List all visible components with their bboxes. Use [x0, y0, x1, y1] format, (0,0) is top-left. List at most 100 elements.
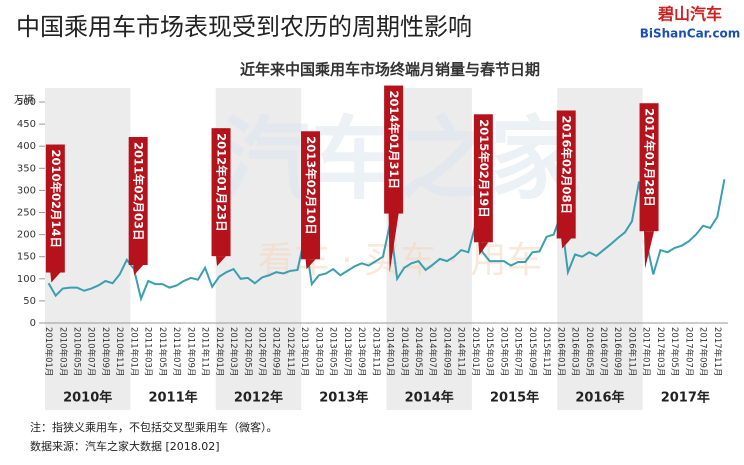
x-tick-label: 2014年05月: [413, 327, 424, 376]
x-tick-label: 2013年09月: [356, 327, 367, 376]
x-tick-label: 2014年03月: [399, 327, 410, 376]
flag-pointer: [388, 213, 399, 273]
flag-pointer: [305, 259, 316, 270]
year-label: 2013年: [319, 390, 368, 406]
flag: [45, 144, 65, 273]
y-tick-label: 200: [17, 230, 36, 241]
x-tick-label: 2015年05月: [498, 327, 509, 376]
logo-url: BiShanCar.com: [640, 27, 741, 41]
x-tick-label: 2013年05月: [328, 327, 339, 376]
year-label: 2016年: [575, 390, 624, 406]
x-tick-label: 2014年09月: [441, 327, 452, 376]
x-tick-label: 2012年11月: [285, 327, 296, 376]
flag: [639, 103, 659, 232]
year-label: 2010年: [63, 390, 112, 406]
flag-pointer: [644, 231, 655, 269]
x-tick-label: 2011年03月: [143, 327, 154, 376]
x-tick-label: 2013年01月: [299, 327, 310, 376]
x-tick-label: 2012年03月: [228, 327, 239, 376]
year-label: 2017年: [661, 390, 710, 406]
y-tick-label: 500: [17, 97, 36, 108]
x-tick-label: 2014年01月: [385, 327, 396, 376]
x-tick-label: 2013年11月: [370, 327, 381, 376]
flag-pointer: [478, 242, 489, 256]
flag-text: 2016年02月08日: [560, 115, 574, 214]
x-tick-label: 2017年03月: [655, 327, 666, 376]
x-tick-label: 2010年09月: [100, 327, 111, 376]
x-tick-label: 2015年03月: [484, 327, 495, 376]
x-tick-label: 2011年05月: [157, 327, 168, 376]
flag-pointer: [50, 272, 61, 283]
flag-text: 2011年02月03日: [132, 142, 146, 241]
y-tick-label: 350: [17, 163, 36, 174]
y-tick-label: 100: [17, 274, 36, 285]
data-line: [47, 179, 726, 302]
flag-text: 2015年02月19日: [477, 119, 491, 218]
flag-text: 2014年01月31日: [387, 91, 401, 190]
x-tick-label: 2010年01月: [43, 327, 54, 376]
y-tick-label: 150: [17, 252, 36, 263]
x-tick-label: 2014年11月: [456, 327, 467, 376]
x-tick-label: 2015年01月: [470, 327, 481, 376]
year-label: 2012年: [234, 390, 283, 406]
x-tick-label: 2015年09月: [527, 327, 538, 376]
flag: [301, 131, 321, 260]
x-tick-label: 2012年07月: [256, 327, 267, 376]
flag-text: 2017年01月28日: [643, 108, 657, 207]
flag: [128, 137, 148, 266]
flag: [556, 110, 576, 239]
x-tick-label: 2010年03月: [57, 327, 68, 376]
x-tick-label: 2010年07月: [86, 327, 97, 376]
flag: [384, 85, 404, 214]
flag-text: 2013年02月10日: [304, 136, 318, 235]
x-tick-label: 2016年01月: [555, 327, 566, 376]
subtitle: 近年来中国乘用车市场终端月销量与春节日期: [240, 61, 540, 79]
x-tick-label: 2012年01月: [214, 327, 225, 376]
x-tick-label: 2016年07月: [598, 327, 609, 376]
y-axis-label: 万辆: [14, 93, 34, 106]
x-tick-label: 2016年09月: [612, 327, 623, 376]
y-tick-label: 50: [23, 296, 36, 307]
x-tick-label: 2012年09月: [271, 327, 282, 376]
flag-text: 2012年01月23日: [215, 133, 229, 232]
x-tick-label: 2011年11月: [200, 327, 211, 376]
year-label: 2011年: [148, 390, 197, 406]
flag-pointer: [216, 256, 227, 267]
source: 数据来源：汽车之家大数据 [2018.02]: [30, 439, 220, 453]
x-tick-label: 2017年05月: [669, 327, 680, 376]
x-tick-label: 2017年07月: [683, 327, 694, 376]
x-tick-label: 2012年05月: [242, 327, 253, 376]
x-tick-label: 2017年01月: [641, 327, 652, 376]
logo: 碧山汽车: [657, 5, 722, 24]
flag: [473, 114, 493, 243]
y-tick-label: 250: [17, 208, 36, 219]
x-tick-label: 2015年11月: [541, 327, 552, 376]
x-tick-label: 2011年01月: [128, 327, 139, 376]
x-tick-label: 2016年11月: [626, 327, 637, 376]
x-tick-label: 2010年11月: [114, 327, 125, 376]
x-tick-label: 2016年03月: [570, 327, 581, 376]
flag-pointer: [561, 238, 572, 249]
x-tick-label: 2017年09月: [698, 327, 709, 376]
y-tick-label: 450: [17, 119, 36, 130]
x-tick-label: 2011年07月: [171, 327, 182, 376]
y-tick-label: 300: [17, 185, 36, 196]
x-tick-label: 2017年11月: [712, 327, 723, 376]
year-label: 2014年: [405, 390, 454, 406]
y-tick-label: 0: [30, 318, 36, 329]
y-tick-label: 400: [17, 141, 36, 152]
x-tick-label: 2011年09月: [185, 327, 196, 376]
x-tick-label: 2016年05月: [584, 327, 595, 376]
flag: [211, 128, 231, 257]
year-label: 2015年: [490, 390, 539, 406]
note: 注：指狭义乘用车，不包括交叉型乘用车（微客）。: [30, 420, 278, 434]
x-tick-label: 2013年07月: [342, 327, 353, 376]
chart-title: 中国乘用车市场表现受到农历的周期性影响: [16, 13, 472, 41]
x-tick-label: 2014年07月: [427, 327, 438, 376]
flag-text: 2010年02月14日: [49, 150, 63, 249]
x-tick-label: 2015年07月: [513, 327, 524, 376]
x-tick-label: 2010年05月: [72, 327, 83, 376]
x-tick-label: 2013年03月: [313, 327, 324, 376]
